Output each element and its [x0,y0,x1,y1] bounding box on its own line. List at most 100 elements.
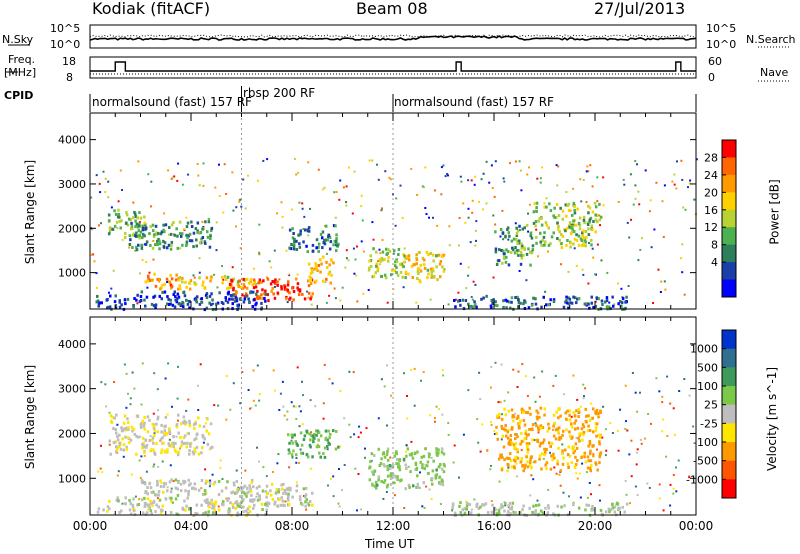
data-cell [544,506,547,510]
noise-cell [555,164,558,167]
data-cell [335,430,338,433]
noise-cell [244,207,247,210]
data-cell [128,508,132,512]
noise-cell [410,369,412,372]
noise-cell [204,468,207,471]
velocity-colorbar-label: Velocity [m s^-1] [765,366,780,472]
data-cell [133,433,137,436]
data-cell [118,215,121,219]
noise-cell [507,391,510,394]
data-cell [525,223,529,227]
noise-cell [492,214,495,217]
data-cell [542,235,546,239]
data-cell [547,426,551,430]
data-cell [526,411,530,415]
data-cell [148,418,151,422]
data-cell [228,507,231,511]
data-cell [510,300,513,304]
noise-cell [197,174,200,177]
data-cell [296,282,300,286]
data-cell [238,279,242,283]
data-cell [96,510,100,514]
data-cell [308,500,312,503]
data-cell [516,450,519,454]
data-cell [232,293,236,297]
data-cell [573,237,577,241]
noise-cell [675,466,677,469]
data-cell [178,302,181,306]
colorbar-cell [722,386,736,406]
noise-cell [200,487,203,490]
noise-cell [448,225,451,228]
data-cell [329,240,333,244]
data-cell [124,221,128,225]
noise-cell [219,459,222,462]
noise-cell [198,257,201,260]
noise-cell [91,228,94,231]
station-title: Kodiak (fitACF) [92,0,211,18]
data-cell [182,481,186,485]
data-cell [561,433,564,437]
data-cell [143,416,146,419]
noise-cell [307,296,310,299]
data-cell [193,427,196,430]
noise-cell [616,429,619,432]
noise-cell [235,225,237,228]
noise-cell [634,391,637,394]
data-cell [151,246,155,250]
noise-cell [530,474,533,477]
data-cell [283,287,287,291]
noise-cell [480,178,483,181]
noise-cell [354,258,357,261]
data-cell [584,244,587,248]
data-cell [120,429,124,433]
data-cell [516,456,520,460]
data-cell [549,298,552,302]
noise-cell [252,267,255,270]
data-cell [538,444,542,448]
noise-cell [542,457,545,460]
noise-cell [486,449,489,452]
data-cell [159,287,162,291]
data-cell [275,488,279,492]
noise-cell [579,178,582,181]
data-cell [188,300,191,303]
noise-cell [132,201,135,204]
data-cell [282,491,285,495]
data-cell [439,275,442,279]
data-cell [122,448,125,452]
data-cell [439,463,442,466]
data-cell [264,299,267,303]
data-cell [135,452,138,456]
data-cell [418,278,421,282]
data-cell [229,294,233,297]
data-cell [271,280,274,283]
data-cell [313,280,317,284]
data-cell [151,436,155,440]
data-cell [239,502,242,506]
noise-cell [462,202,465,205]
data-cell [202,512,205,515]
data-cell [124,435,127,439]
noise-cell [316,443,319,446]
data-cell [127,217,131,221]
data-cell [588,442,592,446]
noise-cell [687,186,689,189]
data-cell [270,289,273,293]
noise-cell [99,467,102,470]
noise-cell [582,273,585,276]
data-cell [153,272,156,276]
data-cell [535,424,538,428]
noise-cell [332,475,335,478]
noise-cell [671,180,674,183]
data-cell [326,438,329,442]
noise-cell [338,198,341,201]
noise-cell [518,229,521,232]
data-cell [227,511,230,515]
noise-cell [305,508,308,511]
data-cell [312,440,315,444]
data-cell [123,236,127,239]
data-cell [173,448,177,452]
data-cell [599,411,602,415]
data-cell [383,455,387,459]
